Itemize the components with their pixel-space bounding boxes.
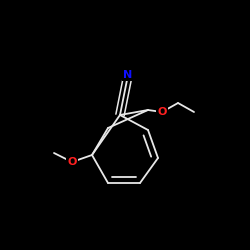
Text: O: O: [67, 157, 77, 167]
Text: N: N: [124, 70, 132, 80]
Text: O: O: [157, 107, 167, 117]
